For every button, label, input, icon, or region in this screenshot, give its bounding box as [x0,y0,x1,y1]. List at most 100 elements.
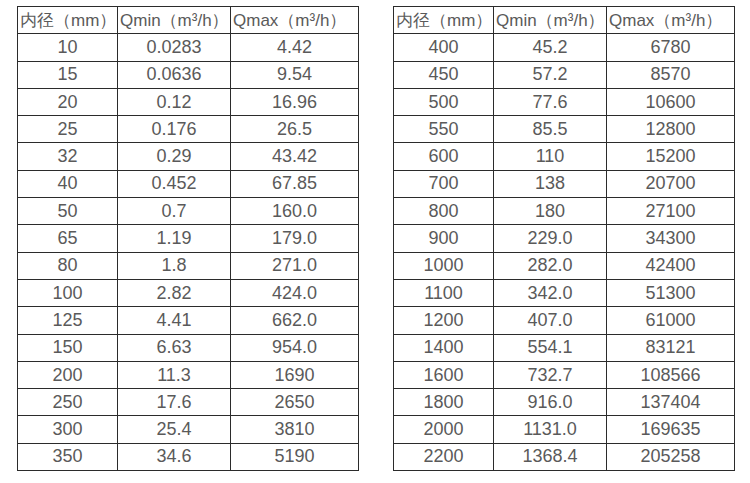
table-row: 20001131.0169635 [394,416,735,443]
table-cell: 11.3 [118,361,231,388]
flow-spec-table-large-diameters: 内径（mm） Qmin（m³/h） Qmax（m³/h） 40045.26780… [393,6,735,471]
col-header-qmax: Qmax（m³/h） [607,7,735,34]
table-row: 25017.62650 [18,389,359,416]
table-cell: 20 [18,88,118,115]
table-cell: 450 [394,61,494,88]
table-cell: 85.5 [494,116,607,143]
table-cell: 10 [18,34,118,61]
table-cell: 169635 [607,416,735,443]
table-row: 400.45267.85 [18,170,359,197]
table-cell: 229.0 [494,225,607,252]
table-row: 45057.28570 [394,61,735,88]
table-cell: 1400 [394,334,494,361]
col-header-qmax: Qmax（m³/h） [231,7,359,34]
table-cell: 138 [494,170,607,197]
table-cell: 2000 [394,416,494,443]
table-cell: 137404 [607,389,735,416]
table-row: 50077.610600 [394,88,735,115]
table-row: 55085.512800 [394,116,735,143]
table-cell: 400 [394,34,494,61]
table-cell: 150 [18,334,118,361]
table-cell: 40 [18,170,118,197]
table-cell: 500 [394,88,494,115]
table-cell: 271.0 [231,252,359,279]
table-cell: 205258 [607,443,735,470]
table-cell: 80 [18,252,118,279]
table-cell: 20700 [607,170,735,197]
table-row: 1254.41662.0 [18,307,359,334]
table-cell: 25.4 [118,416,231,443]
table-cell: 0.29 [118,143,231,170]
table-cell: 51300 [607,279,735,306]
table-cell: 1000 [394,252,494,279]
table-cell: 0.7 [118,198,231,225]
table-cell: 180 [494,198,607,225]
table-row: 1600732.7108566 [394,361,735,388]
table-cell: 5190 [231,443,359,470]
table-cell: 34.6 [118,443,231,470]
table-cell: 160.0 [231,198,359,225]
table-row: 40045.26780 [394,34,735,61]
table-row: 250.17626.5 [18,116,359,143]
table-cell: 16.96 [231,88,359,115]
table-cell: 61000 [607,307,735,334]
table-cell: 26.5 [231,116,359,143]
table-cell: 0.12 [118,88,231,115]
table-cell: 8570 [607,61,735,88]
table-cell: 700 [394,170,494,197]
table-cell: 6780 [607,34,735,61]
table-cell: 2200 [394,443,494,470]
table-cell: 600 [394,143,494,170]
table-cell: 6.63 [118,334,231,361]
table-header-row: 内径（mm） Qmin（m³/h） Qmax（m³/h） [18,7,359,34]
table-cell: 42400 [607,252,735,279]
table-cell: 77.6 [494,88,607,115]
table-cell: 9.54 [231,61,359,88]
table-row: 150.06369.54 [18,61,359,88]
col-header-qmin: Qmin（m³/h） [494,7,607,34]
table-cell: 900 [394,225,494,252]
table-cell: 1600 [394,361,494,388]
table-cell: 800 [394,198,494,225]
table-cell: 3810 [231,416,359,443]
table-cell: 550 [394,116,494,143]
table-cell: 1368.4 [494,443,607,470]
table-cell: 67.85 [231,170,359,197]
table-cell: 45.2 [494,34,607,61]
table-row: 35034.65190 [18,443,359,470]
table-cell: 25 [18,116,118,143]
table-cell: 50 [18,198,118,225]
table-cell: 407.0 [494,307,607,334]
table-header-row: 内径（mm） Qmin（m³/h） Qmax（m³/h） [394,7,735,34]
table-cell: 1100 [394,279,494,306]
table-row: 1100342.051300 [394,279,735,306]
table-cell: 0.176 [118,116,231,143]
table-cell: 4.42 [231,34,359,61]
table-cell: 2650 [231,389,359,416]
table-cell: 250 [18,389,118,416]
table-cell: 350 [18,443,118,470]
table-row: 30025.43810 [18,416,359,443]
table-row: 80018027100 [394,198,735,225]
table-cell: 65 [18,225,118,252]
table-body: 40045.2678045057.2857050077.61060055085.… [394,34,735,471]
table-cell: 0.452 [118,170,231,197]
table-cell: 662.0 [231,307,359,334]
table-cell: 43.42 [231,143,359,170]
table-cell: 1200 [394,307,494,334]
table-row: 20011.31690 [18,361,359,388]
table-row: 1506.63954.0 [18,334,359,361]
flow-spec-tables: 内径（mm） Qmin（m³/h） Qmax（m³/h） 100.02834.4… [0,0,750,471]
table-cell: 179.0 [231,225,359,252]
table-row: 1400554.183121 [394,334,735,361]
table-row: 100.02834.42 [18,34,359,61]
table-cell: 10600 [607,88,735,115]
table-cell: 424.0 [231,279,359,306]
table-cell: 1690 [231,361,359,388]
table-row: 22001368.4205258 [394,443,735,470]
table-cell: 1.8 [118,252,231,279]
table-cell: 4.41 [118,307,231,334]
col-header-inner-diameter: 内径（mm） [394,7,494,34]
table-row: 651.19179.0 [18,225,359,252]
table-cell: 32 [18,143,118,170]
